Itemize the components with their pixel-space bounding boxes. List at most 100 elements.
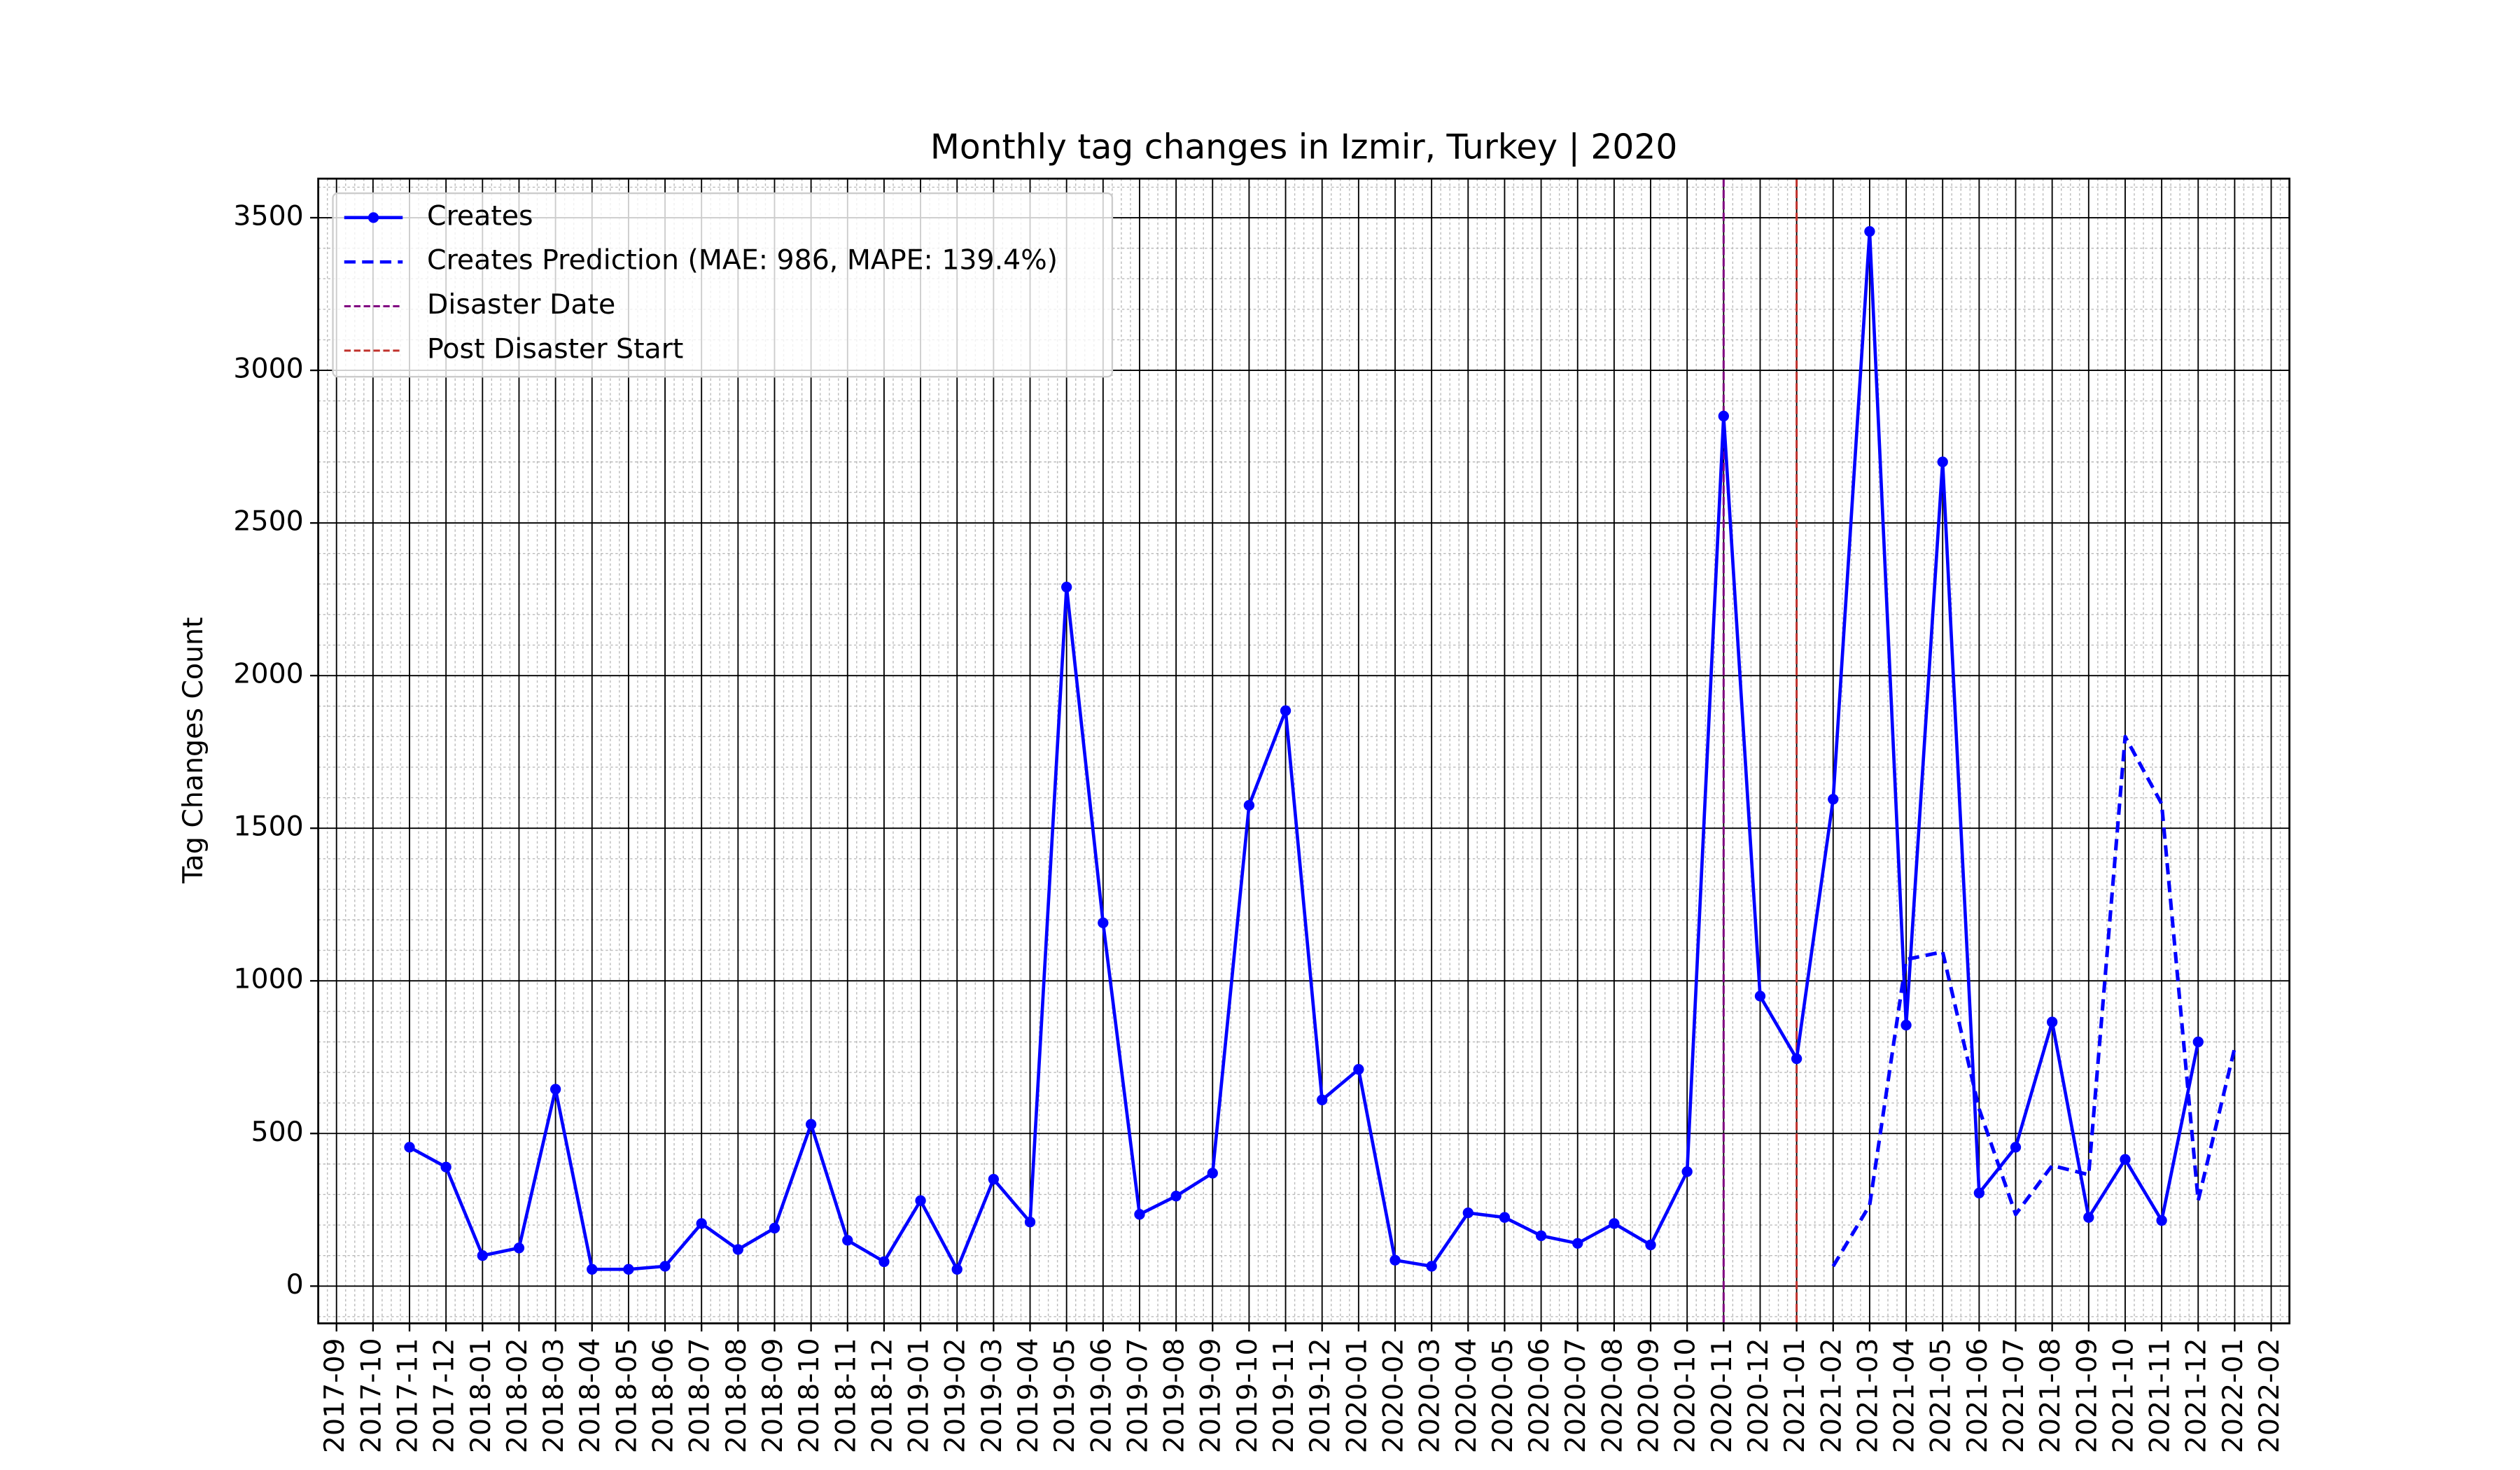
y-tick-label: 2000 [233,658,303,690]
y-tick-label: 1000 [233,963,303,995]
x-tick-label: 2019-09 [1195,1338,1227,1453]
data-point [1572,1238,1583,1249]
x-tick-label: 2020-01 [1340,1338,1373,1453]
data-point [2010,1142,2022,1153]
data-point [1390,1254,1401,1266]
x-tick-label: 2020-12 [1742,1338,1774,1453]
x-tick-label: 2021-07 [1998,1338,2030,1453]
data-point [1243,799,1255,811]
data-point [696,1218,707,1229]
x-tick-label: 2020-11 [1706,1338,1738,1453]
x-tick-label: 2021-10 [2107,1338,2139,1453]
data-point [404,1142,415,1153]
x-tick-label: 2020-07 [1560,1338,1592,1453]
data-point [915,1195,926,1206]
x-tick-label: 2017-10 [355,1338,387,1453]
x-tick-label: 2020-10 [1670,1338,1702,1453]
series-line [408,230,2200,1271]
data-point [1645,1239,1656,1251]
data-point [1462,1207,1474,1219]
x-tick-label: 2019-07 [1121,1338,1154,1453]
data-point [1061,582,1072,593]
data-point [732,1244,743,1255]
x-tick-label: 2019-02 [939,1338,972,1453]
data-point [587,1264,598,1275]
x-tick-label: 2017-12 [428,1338,461,1453]
legend-label: Creates Prediction (MAE: 986, MAPE: 139.… [427,244,1058,276]
x-tick-label: 2020-03 [1414,1338,1446,1453]
marks-layer [404,178,2236,1324]
x-tick-label: 2018-07 [684,1338,716,1453]
x-tick-label: 2018-02 [501,1338,533,1453]
y-axis-label: Tag Changes Count [177,617,209,884]
data-point [1973,1187,1985,1198]
x-tick-label: 2020-09 [1633,1338,1665,1453]
y-tick-label: 0 [286,1268,304,1301]
x-tick-label: 2020-06 [1523,1338,1555,1453]
data-point [769,1222,780,1234]
data-point [1499,1212,1511,1223]
data-point [1207,1168,1218,1179]
data-point [550,1084,561,1095]
x-tick-label: 2021-09 [2071,1338,2103,1453]
x-tick-label: 2021-08 [2034,1338,2066,1453]
data-point [988,1174,1000,1185]
data-point [2120,1154,2131,1165]
data-point [1754,990,1766,1002]
x-tick-label: 2019-11 [1268,1338,1300,1453]
data-point [1134,1209,1145,1220]
legend-label: Creates [427,200,533,232]
data-point [1353,1064,1364,1075]
y-tick-label: 3500 [233,200,303,232]
x-tick-label: 2021-11 [2144,1338,2176,1453]
legend-marker [368,212,379,223]
data-point [1900,1019,1912,1031]
legend-label: Post Disaster Start [427,332,683,365]
y-tick-label: 500 [251,1116,304,1148]
data-point [513,1242,525,1254]
y-tick-label: 1500 [233,811,303,843]
x-tick-label: 2018-04 [574,1338,606,1453]
data-point [2192,1036,2204,1048]
data-point [1426,1261,1437,1272]
y-tick-label: 2500 [233,505,303,538]
data-point [1609,1218,1620,1229]
x-tick-label: 2021-02 [1815,1338,1847,1453]
x-tick-label: 2019-12 [1304,1338,1336,1453]
data-point [440,1161,451,1172]
x-tick-label: 2018-06 [648,1338,680,1453]
x-tick-label: 2022-02 [2253,1338,2286,1453]
x-tick-label: 2018-01 [465,1338,497,1453]
series-line [1831,734,2236,1268]
x-tick-label: 2020-04 [1450,1338,1483,1453]
x-tick-label: 2020-05 [1487,1338,1519,1453]
x-tick-label: 2021-03 [1851,1338,1884,1453]
x-tick-label: 2018-11 [830,1338,862,1453]
x-tick-label: 2019-08 [1158,1338,1191,1453]
data-point [878,1256,890,1268]
data-point [1170,1191,1182,1202]
data-point [623,1264,634,1275]
data-point [1791,1053,1802,1065]
y-tick-label: 3000 [233,353,303,385]
chart-title: Monthly tag changes in Izmir, Turkey | 2… [930,127,1678,167]
x-tick-label: 2020-08 [1596,1338,1628,1453]
x-tick-label: 2021-06 [1961,1338,1994,1453]
data-point [2083,1212,2094,1223]
data-point [2047,1016,2058,1028]
x-tick-label: 2020-02 [1377,1338,1409,1453]
x-tick-label: 2022-01 [2217,1338,2249,1453]
x-tick-label: 2017-09 [318,1338,351,1453]
data-point [1864,225,1875,237]
x-tick-label: 2018-12 [866,1338,898,1453]
x-tick-label: 2018-05 [610,1338,643,1453]
data-point [477,1250,488,1261]
data-point [1024,1217,1036,1228]
data-point [1828,794,1839,805]
x-tick-label: 2019-10 [1231,1338,1264,1453]
data-point [805,1119,817,1130]
legend-label: Disaster Date [427,288,615,321]
data-point [1535,1230,1547,1242]
plot-frame [317,177,2291,1324]
